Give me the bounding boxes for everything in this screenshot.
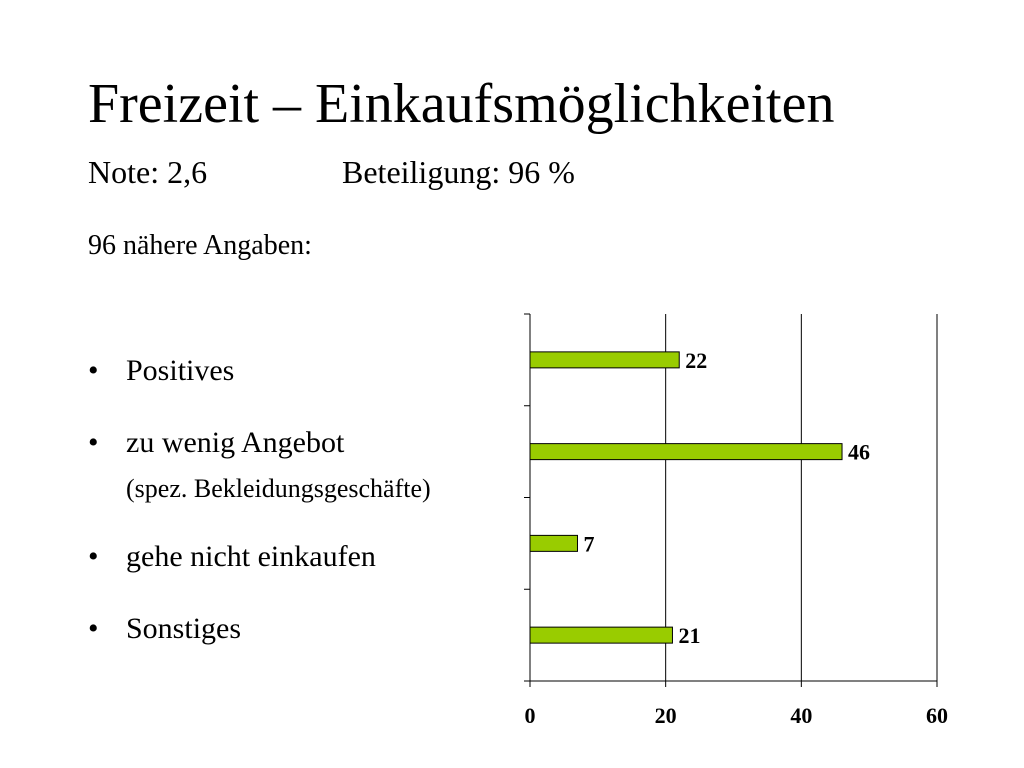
bullet-icon: • [88, 612, 99, 645]
x-tick-label: 0 [525, 703, 536, 728]
bar [529, 351, 680, 369]
slide-title: Freizeit – Einkaufsmöglichkeiten [88, 73, 835, 135]
bar [529, 626, 673, 644]
bullet-icon: • [88, 354, 99, 387]
list-item-label: Positives [126, 354, 235, 387]
x-tick-label: 60 [926, 703, 948, 728]
x-tick-label: 20 [655, 703, 677, 728]
data-label: 46 [848, 440, 870, 465]
data-label: 21 [678, 623, 700, 648]
bar [529, 534, 578, 552]
bar [529, 443, 843, 461]
bullet-icon: • [88, 540, 99, 573]
x-tick-label: 40 [790, 703, 812, 728]
data-label: 22 [685, 348, 707, 373]
list-item-label: gehe nicht einkaufen [126, 540, 376, 573]
note-text: Note: 2,6 [88, 154, 208, 190]
list-item-label: zu wenig Angebot [126, 426, 345, 459]
list-item-sublabel: (spez. Bekleidungsgeschäfte) [126, 474, 431, 503]
list-item-label: Sonstiges [126, 612, 242, 645]
data-label: 7 [583, 531, 594, 556]
details-count-text: 96 nähere Angaben: [88, 230, 312, 261]
bullet-icon: • [88, 426, 99, 459]
participation-text: Beteiligung: 96 % [342, 154, 575, 190]
